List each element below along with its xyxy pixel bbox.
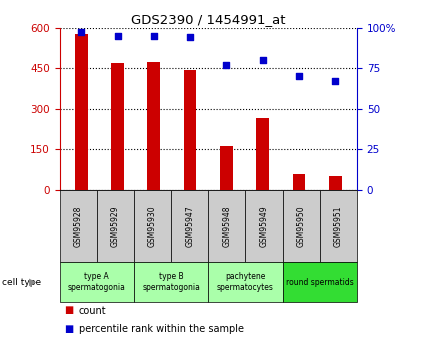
Text: GSM95948: GSM95948 [222, 205, 231, 247]
Point [150, 33, 157, 39]
Bar [292, 174, 305, 190]
Text: type B
spermatogonia: type B spermatogonia [142, 272, 200, 292]
Text: ■: ■ [64, 306, 73, 315]
Text: percentile rank within the sample: percentile rank within the sample [79, 325, 244, 334]
Text: GSM95947: GSM95947 [185, 205, 194, 247]
Point [187, 34, 193, 40]
Point [295, 73, 302, 79]
Point [259, 57, 266, 63]
Bar [75, 33, 88, 190]
Text: GSM95928: GSM95928 [74, 205, 82, 247]
Text: cell type: cell type [2, 277, 41, 287]
Text: type A
spermatogonia: type A spermatogonia [68, 272, 126, 292]
Text: ■: ■ [64, 325, 73, 334]
Point [78, 30, 85, 35]
Point [223, 62, 230, 68]
Bar [147, 62, 160, 190]
Text: GSM95949: GSM95949 [260, 205, 269, 247]
Text: count: count [79, 306, 106, 315]
Bar [256, 118, 269, 190]
Text: GSM95930: GSM95930 [148, 205, 157, 247]
Text: ▶: ▶ [29, 277, 37, 287]
Bar [184, 70, 196, 190]
Text: GSM95951: GSM95951 [334, 205, 343, 247]
Text: round spermatids: round spermatids [286, 277, 354, 287]
Bar [220, 146, 233, 190]
Point [332, 78, 339, 84]
Text: GSM95950: GSM95950 [297, 205, 306, 247]
Bar [329, 176, 342, 190]
Point [114, 33, 121, 39]
Text: GSM95929: GSM95929 [111, 205, 120, 247]
Bar [111, 63, 124, 190]
Text: pachytene
spermatocytes: pachytene spermatocytes [217, 272, 274, 292]
Title: GDS2390 / 1454991_at: GDS2390 / 1454991_at [131, 13, 286, 27]
